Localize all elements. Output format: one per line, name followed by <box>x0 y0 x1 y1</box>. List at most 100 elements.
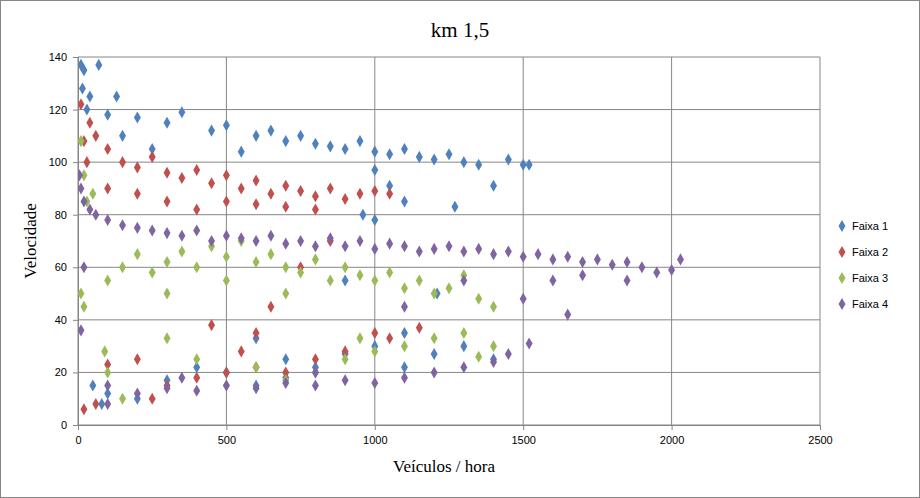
point <box>386 238 393 250</box>
point <box>505 348 512 360</box>
point <box>342 261 349 273</box>
grid-line-y <box>78 162 820 163</box>
tick-mark <box>672 425 673 430</box>
tick: 120 <box>49 104 78 116</box>
point <box>104 143 111 155</box>
point <box>78 324 84 336</box>
point <box>267 248 274 260</box>
legend-marker <box>839 246 846 258</box>
tick-label: 80 <box>55 209 67 221</box>
point <box>223 366 230 378</box>
plot-area <box>78 59 684 415</box>
point <box>401 301 408 313</box>
tick-label: 0 <box>61 419 67 431</box>
point <box>223 251 230 263</box>
point <box>431 288 438 300</box>
point <box>83 104 90 116</box>
point <box>223 169 230 181</box>
point <box>282 135 289 147</box>
point <box>356 235 363 247</box>
point <box>624 274 631 286</box>
tick-mark <box>73 57 78 58</box>
point <box>178 372 185 384</box>
point <box>223 380 230 392</box>
point <box>401 327 408 339</box>
point <box>342 240 349 252</box>
point <box>594 253 601 265</box>
tick-mark <box>375 425 376 430</box>
point <box>178 106 185 118</box>
point <box>149 393 156 405</box>
point <box>505 153 512 165</box>
point <box>386 148 393 160</box>
tick-mark <box>73 372 78 373</box>
point <box>401 196 408 208</box>
point <box>80 64 87 76</box>
point <box>342 193 349 205</box>
y-axis-title: Velocidade <box>21 203 40 279</box>
point <box>564 309 571 321</box>
tick-label: 2500 <box>808 434 832 446</box>
grid-line-x <box>820 57 821 425</box>
point <box>104 109 111 121</box>
point <box>460 340 467 352</box>
point <box>356 188 363 200</box>
point <box>327 140 334 152</box>
point <box>282 180 289 192</box>
point <box>475 351 482 363</box>
point <box>342 353 349 365</box>
tick: 2500 <box>808 425 832 446</box>
point <box>297 130 304 142</box>
point <box>164 382 171 394</box>
point <box>668 264 675 276</box>
point <box>282 353 289 365</box>
tick: 0 <box>61 419 78 431</box>
point <box>149 224 156 236</box>
title: km 1,5 <box>431 18 489 42</box>
tick: 1500 <box>511 425 535 446</box>
point <box>446 240 453 252</box>
point <box>119 130 126 142</box>
tick-label: 40 <box>55 314 67 326</box>
point <box>371 327 378 339</box>
point <box>104 182 111 194</box>
point <box>460 327 467 339</box>
point <box>86 90 93 102</box>
point <box>327 182 334 194</box>
tick: 500 <box>218 425 236 446</box>
tick-mark <box>73 162 78 163</box>
grid-line-y <box>78 267 820 268</box>
grid-line-y <box>78 109 820 110</box>
point <box>119 219 126 231</box>
point <box>253 327 260 339</box>
point <box>490 340 497 352</box>
legend-label: Faixa 2 <box>852 246 888 258</box>
point <box>253 361 260 373</box>
point <box>223 119 230 131</box>
point <box>371 377 378 389</box>
point <box>327 232 334 244</box>
point <box>164 167 171 179</box>
point <box>401 372 408 384</box>
point <box>356 332 363 344</box>
point <box>282 201 289 213</box>
point <box>104 366 111 378</box>
point <box>451 201 458 213</box>
point <box>520 251 527 263</box>
point <box>89 188 96 200</box>
y-axis: 020406080100120140 <box>49 51 79 431</box>
point <box>178 245 185 257</box>
grid-line-x <box>374 57 375 425</box>
point <box>253 361 260 373</box>
chart-border <box>1 1 920 498</box>
point <box>78 98 84 110</box>
point <box>549 253 556 265</box>
point <box>253 175 260 187</box>
point <box>312 366 319 378</box>
point <box>579 256 586 268</box>
point <box>282 377 289 389</box>
point <box>638 261 645 273</box>
point <box>490 180 497 192</box>
point <box>282 288 289 300</box>
point <box>609 259 616 271</box>
